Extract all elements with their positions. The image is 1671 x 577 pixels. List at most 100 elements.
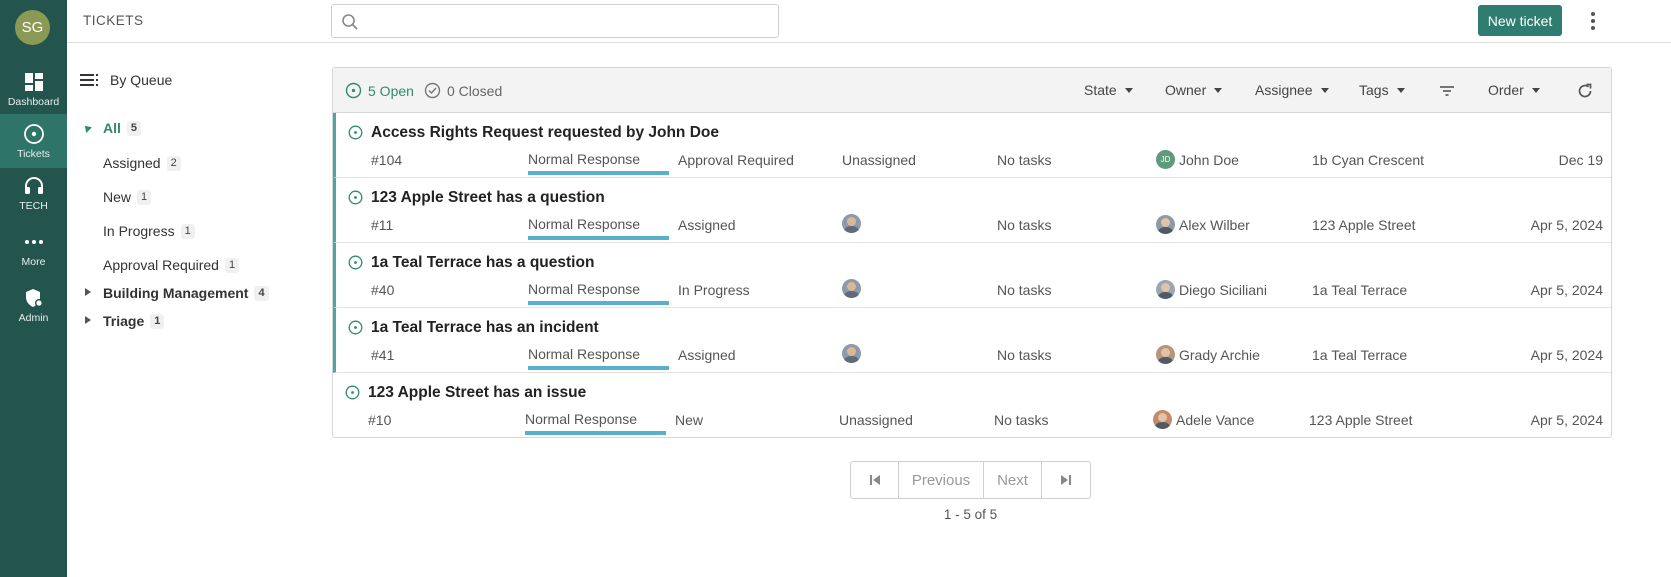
ticket-priority: Normal Response [528, 216, 669, 240]
closed-count-label: 0 Closed [447, 82, 503, 99]
ticket-location: 1a Teal Terrace [1312, 282, 1408, 298]
filter-label: Assignee [1255, 82, 1313, 98]
owner-filter-dropdown[interactable]: Owner [1165, 82, 1223, 98]
order-label: Order [1488, 82, 1524, 98]
ticket-title[interactable]: 123 Apple Street has a question [371, 189, 605, 206]
rail-item-dashboard[interactable]: Dashboard [0, 62, 67, 116]
ticket-id: #11 [371, 217, 394, 233]
queue-label: Approval Required [103, 257, 219, 273]
ticket-tasks: No tasks [994, 412, 1049, 428]
ticket-priority: Normal Response [525, 411, 666, 435]
ticket-row[interactable]: 1a Teal Terrace has a question #40 Norma… [333, 243, 1611, 308]
queue-count-badge: 1 [224, 257, 240, 273]
ticket-list-panel: 5 Open 0 Closed State Owner Assignee Tag… [332, 67, 1612, 438]
list-toolbar: 5 Open 0 Closed State Owner Assignee Tag… [333, 68, 1611, 113]
ticket-row[interactable]: 123 Apple Street has an issue #10 Normal… [333, 373, 1611, 438]
queue-item-approval-required[interactable]: Approval Required 1 [103, 257, 240, 273]
first-page-icon [869, 475, 880, 485]
queue-group-building-management[interactable]: Building Management 4 [103, 285, 269, 301]
rail-item-label: TECH [19, 199, 48, 212]
headset-icon [24, 176, 43, 194]
rail-item-label: More [21, 255, 46, 268]
ticket-date: Dec 19 [1558, 152, 1603, 168]
ticket-date: Apr 5, 2024 [1530, 412, 1603, 428]
ticket-date: Apr 5, 2024 [1530, 217, 1603, 233]
state-filter-dropdown[interactable]: State [1084, 82, 1133, 98]
ticket-row[interactable]: Access Rights Request requested by John … [333, 113, 1611, 178]
queue-label: All [103, 120, 121, 136]
owner-avatar [1156, 345, 1175, 364]
ticket-owner: JD John Doe [1156, 150, 1239, 169]
caret-down-icon [1320, 87, 1329, 93]
search-input[interactable] [366, 9, 766, 33]
rail-item-tech[interactable]: TECH [0, 166, 67, 220]
rail-item-label: Dashboard [7, 95, 60, 108]
first-page-button[interactable] [851, 462, 899, 498]
rail-item-more[interactable]: More [0, 222, 67, 276]
owner-avatar [1156, 215, 1175, 234]
open-tickets-tab[interactable]: 5 Open [345, 82, 414, 99]
ticket-title[interactable]: 1a Teal Terrace has a question [371, 254, 595, 271]
queue-count-badge: 1 [180, 223, 195, 239]
assignee-avatar [842, 214, 861, 233]
new-ticket-button[interactable]: New ticket [1478, 5, 1562, 36]
collapse-arrow-icon[interactable] [82, 123, 92, 133]
owner-avatar [1153, 410, 1172, 429]
queue-count-badge: 4 [254, 285, 269, 301]
tags-filter-dropdown[interactable]: Tags [1359, 82, 1405, 98]
caret-down-icon [1124, 87, 1133, 93]
ticket-assignee: Unassigned [839, 412, 913, 428]
queue-view-toggle[interactable]: By Queue [80, 72, 172, 88]
filter-label: State [1084, 82, 1117, 98]
ticket-date: Apr 5, 2024 [1530, 347, 1603, 363]
ticket-title[interactable]: 1a Teal Terrace has an incident [371, 319, 599, 336]
queue-count-badge: 2 [166, 155, 181, 171]
rail-item-label: Admin [18, 311, 49, 324]
ticket-priority: Normal Response [528, 346, 669, 370]
owner-avatar [1156, 280, 1175, 299]
queue-item-all[interactable]: All 5 [103, 120, 142, 136]
rail-item-tickets[interactable]: Tickets [0, 114, 67, 168]
filter-icon[interactable] [1437, 81, 1457, 101]
queue-item-in-progress[interactable]: In Progress 1 [103, 223, 195, 239]
assignee-avatar [842, 279, 861, 298]
queue-group-triage[interactable]: Triage 1 [103, 313, 165, 329]
ticket-tasks: No tasks [997, 282, 1052, 298]
refresh-icon[interactable] [1575, 81, 1595, 101]
assignee-filter-dropdown[interactable]: Assignee [1255, 82, 1329, 98]
caret-down-icon [1214, 87, 1223, 93]
ticket-tasks: No tasks [997, 347, 1052, 363]
rail-item-label: Tickets [17, 147, 50, 160]
order-dropdown[interactable]: Order [1488, 82, 1540, 98]
more-options-icon[interactable] [1582, 8, 1604, 34]
ticket-id: #40 [371, 282, 395, 298]
expand-arrow-icon[interactable] [85, 288, 91, 296]
queue-label: In Progress [103, 223, 175, 239]
ticket-title[interactable]: Access Rights Request requested by John … [371, 124, 719, 141]
open-status-icon [348, 320, 363, 335]
user-avatar[interactable]: SG [15, 10, 50, 45]
assignee-avatar [842, 344, 861, 363]
ticket-state: New [675, 412, 704, 428]
queue-heading: By Queue [110, 72, 173, 88]
queue-label: New [103, 189, 132, 205]
previous-page-button[interactable]: Previous [899, 462, 984, 498]
next-page-button[interactable]: Next [984, 462, 1042, 498]
rail-item-admin[interactable]: Admin [0, 278, 67, 332]
ticket-title[interactable]: 123 Apple Street has an issue [368, 384, 587, 401]
last-page-button[interactable] [1042, 462, 1090, 498]
queue-item-new[interactable]: New 1 [103, 189, 152, 205]
search-box[interactable] [331, 4, 779, 38]
ticket-date: Apr 5, 2024 [1530, 282, 1603, 298]
expand-arrow-icon[interactable] [85, 316, 91, 324]
pagination: Previous Next [850, 461, 1091, 499]
owner-name: Alex Wilber [1179, 216, 1250, 233]
queue-label: Assigned [103, 155, 161, 171]
ticket-location: 1b Cyan Crescent [1312, 152, 1425, 168]
ticket-row[interactable]: 1a Teal Terrace has an incident #41 Norm… [333, 308, 1611, 373]
queue-item-assigned[interactable]: Assigned 2 [103, 155, 181, 171]
caret-down-icon [1396, 87, 1405, 93]
queue-count-badge: 1 [137, 189, 152, 205]
closed-tickets-tab[interactable]: 0 Closed [424, 82, 502, 99]
ticket-row[interactable]: 123 Apple Street has a question #11 Norm… [333, 178, 1611, 243]
